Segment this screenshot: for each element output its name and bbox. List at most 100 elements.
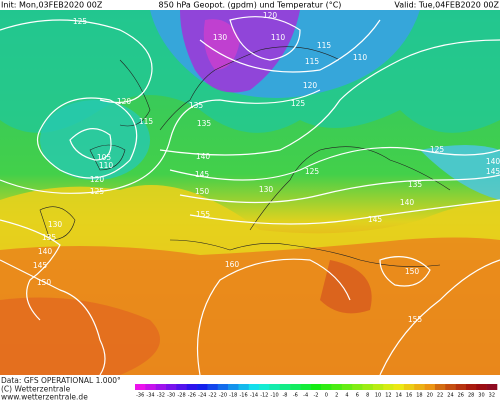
colorbar-swatch — [434, 384, 446, 390]
contour-label: 145 — [486, 167, 500, 176]
contour-label: 145 — [195, 170, 210, 179]
colorbar-label: -32 — [157, 393, 165, 399]
colorbar-swatch — [135, 384, 146, 390]
colorbar-swatch — [455, 384, 467, 390]
contour-label: 150 — [195, 187, 210, 196]
contour-label: 110 — [99, 161, 114, 170]
colorbar-label: -36 — [136, 393, 144, 399]
contour-label: 115 — [317, 41, 332, 50]
data-source: Data: GFS OPERATIONAL 1.000° — [1, 376, 121, 385]
valid-time: Valid: Tue,04FEB2020 00Z — [394, 1, 499, 10]
contour-label: 130 — [48, 220, 63, 229]
colorbar-swatch — [176, 384, 188, 390]
contour-label: 150 — [37, 278, 52, 287]
contour-label: 160 — [225, 260, 240, 269]
contour-label: 105 — [97, 153, 112, 162]
colorbar-label: -26 — [188, 393, 196, 399]
colorbar-label: 12 — [385, 393, 391, 399]
colorbar-swatch — [321, 384, 332, 390]
colorbar-swatch — [465, 384, 477, 390]
coastlines — [39, 46, 451, 267]
colorbar-swatch — [341, 384, 353, 390]
colorbar-label: 0 — [325, 393, 328, 399]
colorbar-swatch — [186, 384, 198, 390]
contour-label: 140 — [38, 247, 53, 256]
contour-label: 120 — [303, 81, 318, 90]
contour-label: 125 — [305, 167, 320, 176]
colorbar-swatch — [414, 384, 425, 390]
map-title: 850 hPa Geopot. (gpdm) und Temperatur (°… — [159, 1, 342, 10]
colorbar-swatch — [310, 384, 322, 390]
contour-label: 155 — [196, 210, 211, 219]
colorbar-label: -6 — [293, 393, 298, 399]
map: 125 120 130 110 115 115 110 120 115 135 125 120 135 1… — [0, 10, 500, 375]
colorbar-label: 16 — [406, 393, 412, 399]
init-time: Init: Mon,03FEB2020 00Z — [1, 1, 103, 10]
cold-core — [203, 19, 240, 71]
colorbar-swatch — [248, 384, 260, 390]
contour-label: 110 — [353, 53, 368, 62]
cyclone-area — [40, 100, 150, 180]
colorbar-swatch — [197, 384, 208, 390]
colorbar-swatch — [362, 384, 374, 390]
colorbar-label: 26 — [458, 393, 464, 399]
contour-label: 125 — [73, 17, 88, 26]
contour-label: 150 — [405, 267, 420, 276]
colorbar-swatch — [372, 384, 384, 390]
copyright: (C) Wetterzentrale — [1, 385, 71, 394]
contour-label: 130 — [259, 185, 274, 194]
colorbar-label: -14 — [250, 393, 258, 399]
colorbar-label: 30 — [478, 393, 484, 399]
warm-band — [0, 185, 500, 260]
warm-core — [0, 297, 160, 375]
contour-label: 145 — [368, 215, 383, 224]
colorbar-label: 6 — [356, 393, 359, 399]
colorbar-label: 10 — [375, 393, 381, 399]
colorbar-swatch — [476, 384, 487, 390]
colorbar-swatch — [279, 384, 291, 390]
contour-label: 125 — [291, 99, 306, 108]
colorbar-swatch — [259, 384, 270, 390]
colorbar-swatch — [403, 384, 415, 390]
contour-label: 130 — [213, 33, 228, 42]
contour-label: 115 — [305, 57, 320, 66]
colorbar-swatch — [217, 384, 229, 390]
warm-core — [320, 260, 372, 314]
contour-label: 140 — [400, 198, 415, 207]
colorbar-swatch — [207, 384, 219, 390]
colorbar-swatch — [166, 384, 177, 390]
contour-label: 135 — [189, 101, 204, 110]
colorbar-swatch — [393, 384, 405, 390]
contour-label: 120 — [117, 97, 132, 106]
colorbar-label: -24 — [198, 393, 206, 399]
colorbar-label: 14 — [396, 393, 402, 399]
colorbar: -36 -34 -32 -30 -28 -26 -24 -22 -20 -18 -16 -14 -12-… — [135, 384, 498, 399]
cold-area — [420, 145, 500, 200]
colorbar-label: -18 — [229, 393, 237, 399]
colorbar-label: 20 — [427, 393, 433, 399]
contour-label: 125 — [430, 145, 445, 154]
colorbar-label: -16 — [240, 393, 248, 399]
colorbar-label: -20 — [219, 393, 227, 399]
contour-label: 120 — [263, 11, 278, 20]
contour-label: 125 — [90, 187, 105, 196]
contour-label: 140 — [486, 157, 500, 166]
contour-label: 135 — [42, 233, 57, 242]
colorbar-label: -12 — [260, 393, 268, 399]
colorbar-label: 8 — [366, 393, 369, 399]
colorbar-label: 18 — [416, 393, 422, 399]
colorbar-swatch — [331, 384, 343, 390]
colorbar-label: 4 — [345, 393, 348, 399]
contour-label: 135 — [408, 180, 423, 189]
colorbar-swatch — [155, 384, 167, 390]
colorbar-label: -4 — [303, 393, 308, 399]
colorbar-swatch — [445, 384, 456, 390]
colorbar-label: 28 — [468, 393, 474, 399]
colorbar-label: -2 — [314, 393, 319, 399]
colorbar-label: -34 — [146, 393, 154, 399]
colorbar-label: -22 — [208, 393, 216, 399]
contour-label: 110 — [271, 33, 286, 42]
colorbar-swatch — [383, 384, 394, 390]
colorbar-label: -8 — [282, 393, 287, 399]
